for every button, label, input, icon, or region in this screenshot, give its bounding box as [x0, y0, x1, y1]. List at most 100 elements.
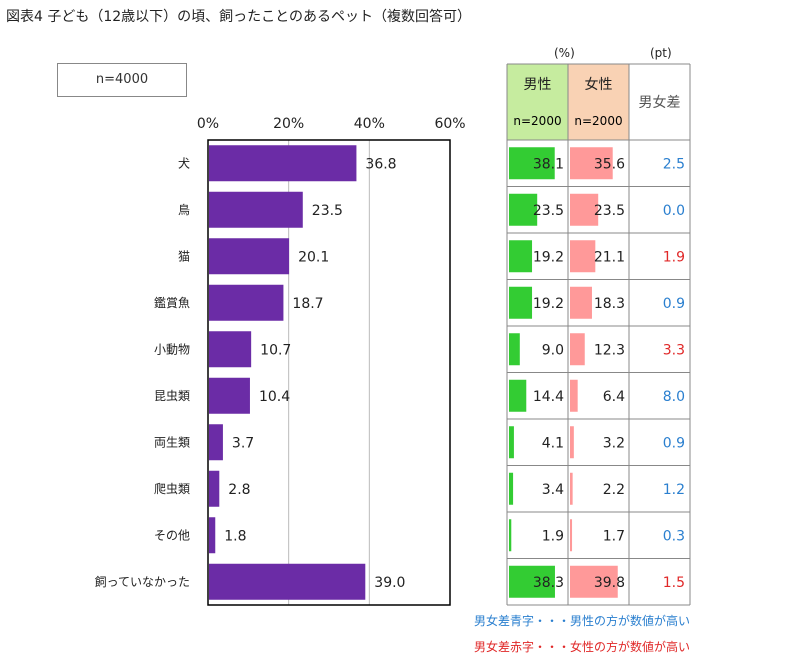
male-header-bg: [507, 64, 568, 140]
category-label: 鑑賞魚: [154, 295, 190, 310]
x-tick-label: 0%: [197, 116, 219, 132]
male-value: 19.2: [533, 296, 564, 312]
female-value: 23.5: [594, 203, 625, 219]
sample-size-box: n=4000: [57, 63, 187, 97]
female-bar: [570, 240, 596, 273]
female-value: 6.4: [603, 389, 625, 405]
category-label: 両生類: [154, 435, 190, 449]
category-label: 爬虫類: [154, 482, 190, 496]
bar-value-label: 36.8: [365, 156, 396, 172]
bar: [209, 377, 250, 414]
bar-value-label: 2.8: [228, 482, 250, 498]
female-value: 18.3: [594, 296, 625, 312]
female-bar: [570, 379, 578, 412]
bar-value-label: 20.1: [298, 249, 329, 265]
percent-unit-label: (%): [554, 46, 575, 60]
male-bar: [509, 333, 520, 366]
male-bar: [509, 426, 514, 459]
male-bar: [509, 240, 533, 273]
diff-value: 1.2: [663, 482, 685, 498]
female-value: 1.7: [603, 528, 625, 544]
bar-value-label: 10.7: [260, 342, 291, 358]
male-bar: [509, 565, 555, 598]
diff-value: 0.0: [663, 203, 685, 219]
male-bar: [509, 193, 538, 226]
category-label: 飼っていなかった: [95, 574, 190, 589]
bar: [209, 284, 284, 321]
male-n-label: n=2000: [513, 114, 561, 128]
female-bar: [570, 193, 599, 226]
female-value: 3.2: [603, 435, 625, 451]
bar: [209, 563, 366, 600]
bar: [209, 424, 223, 461]
male-value: 1.9: [542, 528, 564, 544]
category-label: 猫: [178, 249, 190, 263]
male-value: 3.4: [542, 482, 564, 498]
diff-value: 3.3: [663, 342, 685, 358]
female-header-bg: [568, 64, 629, 140]
male-header: 男性: [524, 77, 552, 93]
female-value: 21.1: [594, 249, 625, 265]
plot-frame: [207, 139, 451, 606]
female-bar: [570, 565, 618, 598]
male-value: 4.1: [542, 435, 564, 451]
category-label: 昆虫類: [154, 389, 190, 403]
female-bar: [570, 286, 592, 319]
female-value: 2.2: [603, 482, 625, 498]
diff-value: 0.9: [663, 296, 685, 312]
female-bar: [570, 426, 574, 459]
bar-value-label: 39.0: [374, 575, 405, 591]
male-value: 9.0: [542, 342, 564, 358]
male-bar: [509, 379, 527, 412]
category-label: その他: [154, 528, 190, 542]
bar: [209, 238, 290, 275]
x-tick-label: 20%: [273, 116, 304, 132]
bar-value-label: 10.4: [259, 389, 290, 405]
diff-value: 1.5: [663, 575, 685, 591]
x-tick-label: 60%: [434, 116, 465, 132]
bar: [209, 470, 220, 507]
category-label: 鳥: [178, 202, 190, 217]
diff-value: 0.3: [663, 528, 685, 544]
bar-value-label: 3.7: [232, 435, 254, 451]
diff-value: 1.9: [663, 249, 685, 265]
diff-value: 8.0: [663, 389, 685, 405]
male-value: 14.4: [533, 389, 564, 405]
female-bar: [570, 147, 613, 180]
female-bar: [570, 472, 573, 505]
female-header: 女性: [585, 76, 613, 93]
bar-value-label: 23.5: [312, 203, 343, 219]
x-axis-ticks: 0% 20% 40% 60%: [197, 116, 466, 132]
male-value: 19.2: [533, 249, 564, 265]
diff-value: 0.9: [663, 435, 685, 451]
female-value: 35.6: [594, 156, 625, 172]
category-label: 小動物: [154, 342, 190, 356]
female-value: 12.3: [594, 342, 625, 358]
point-unit-label: (pt): [650, 46, 672, 60]
female-bar: [570, 333, 585, 366]
category-label: 犬: [178, 156, 190, 170]
bar-value-label: 1.8: [224, 528, 246, 544]
bar: [209, 331, 252, 368]
male-bar: [509, 519, 512, 552]
bar: [209, 517, 216, 554]
bar: [209, 191, 303, 228]
female-bar: [570, 519, 573, 552]
bar-value-label: 18.7: [292, 296, 323, 312]
bar: [209, 145, 357, 182]
bar-series: 犬 36.8 鳥 23.5 猫 20.1 鑑賞魚 18.7 小動物 10.7 昆虫類 10.4 両生類 3…: [95, 145, 405, 600]
diff-value: 2.5: [663, 156, 685, 172]
female-value: 39.8: [594, 575, 625, 591]
chart-title: 図表4 子ども（12歳以下）の頃、飼ったことのあるペット（複数回答可）: [6, 9, 472, 25]
male-value: 38.3: [533, 575, 564, 591]
male-value: 38.1: [533, 156, 564, 172]
male-bar: [509, 286, 533, 319]
female-n-label: n=2000: [574, 114, 622, 128]
gender-table: 男性 n=2000 女性 n=2000 男女差 38.1 35.6 2.5 23.5 23.5 0.…: [506, 63, 691, 606]
male-bar: [509, 472, 514, 505]
legend-blue-note: 男女差青字・・・男性の方が数値が高い: [474, 614, 691, 628]
diff-header: 男女差: [639, 94, 681, 111]
male-value: 23.5: [533, 203, 564, 219]
x-tick-label: 40%: [354, 116, 385, 132]
